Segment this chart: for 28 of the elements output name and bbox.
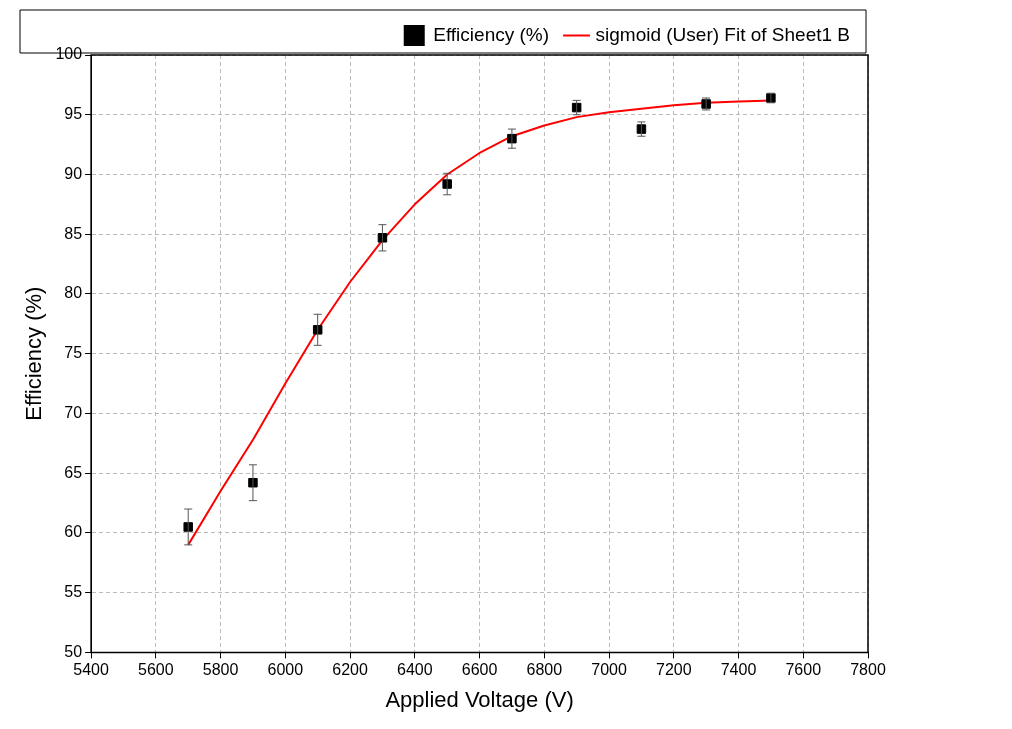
- y-tick-label: 90: [64, 164, 83, 182]
- x-tick-label: 5400: [73, 661, 109, 679]
- x-tick-label: 7800: [850, 661, 886, 679]
- x-tick-label: 5800: [202, 661, 239, 679]
- y-tick-label: 95: [64, 105, 83, 123]
- x-tick-label: 7200: [655, 661, 692, 679]
- x-tick-label: 6800: [526, 661, 563, 679]
- x-axis-title: Applied Voltage (V): [385, 686, 574, 712]
- x-tick-label: 7600: [785, 661, 822, 679]
- y-tick-label: 60: [64, 523, 83, 541]
- y-tick-label: 65: [64, 463, 83, 481]
- y-tick-label: 55: [64, 583, 83, 601]
- x-tick-label: 7000: [591, 661, 627, 679]
- x-tick-label: 6400: [397, 661, 433, 679]
- x-tick-label: 5600: [138, 661, 174, 679]
- x-tick-label: 6000: [267, 661, 304, 679]
- y-axis-title: Efficiency (%): [21, 286, 47, 421]
- legend-label: sigmoid (User) Fit of Sheet1 B: [595, 23, 851, 45]
- x-tick-label: 7400: [720, 661, 757, 679]
- y-tick-label: 85: [64, 224, 83, 242]
- x-tick-label: 6200: [332, 661, 368, 679]
- y-tick-label: 80: [64, 284, 83, 302]
- legend-label: Efficiency (%): [433, 23, 550, 45]
- y-tick-label: 75: [64, 344, 83, 362]
- y-tick-label: 70: [64, 403, 83, 421]
- y-tick-label: 100: [55, 45, 83, 63]
- x-tick-label: 6600: [461, 661, 498, 679]
- y-tick-label: 50: [64, 642, 83, 660]
